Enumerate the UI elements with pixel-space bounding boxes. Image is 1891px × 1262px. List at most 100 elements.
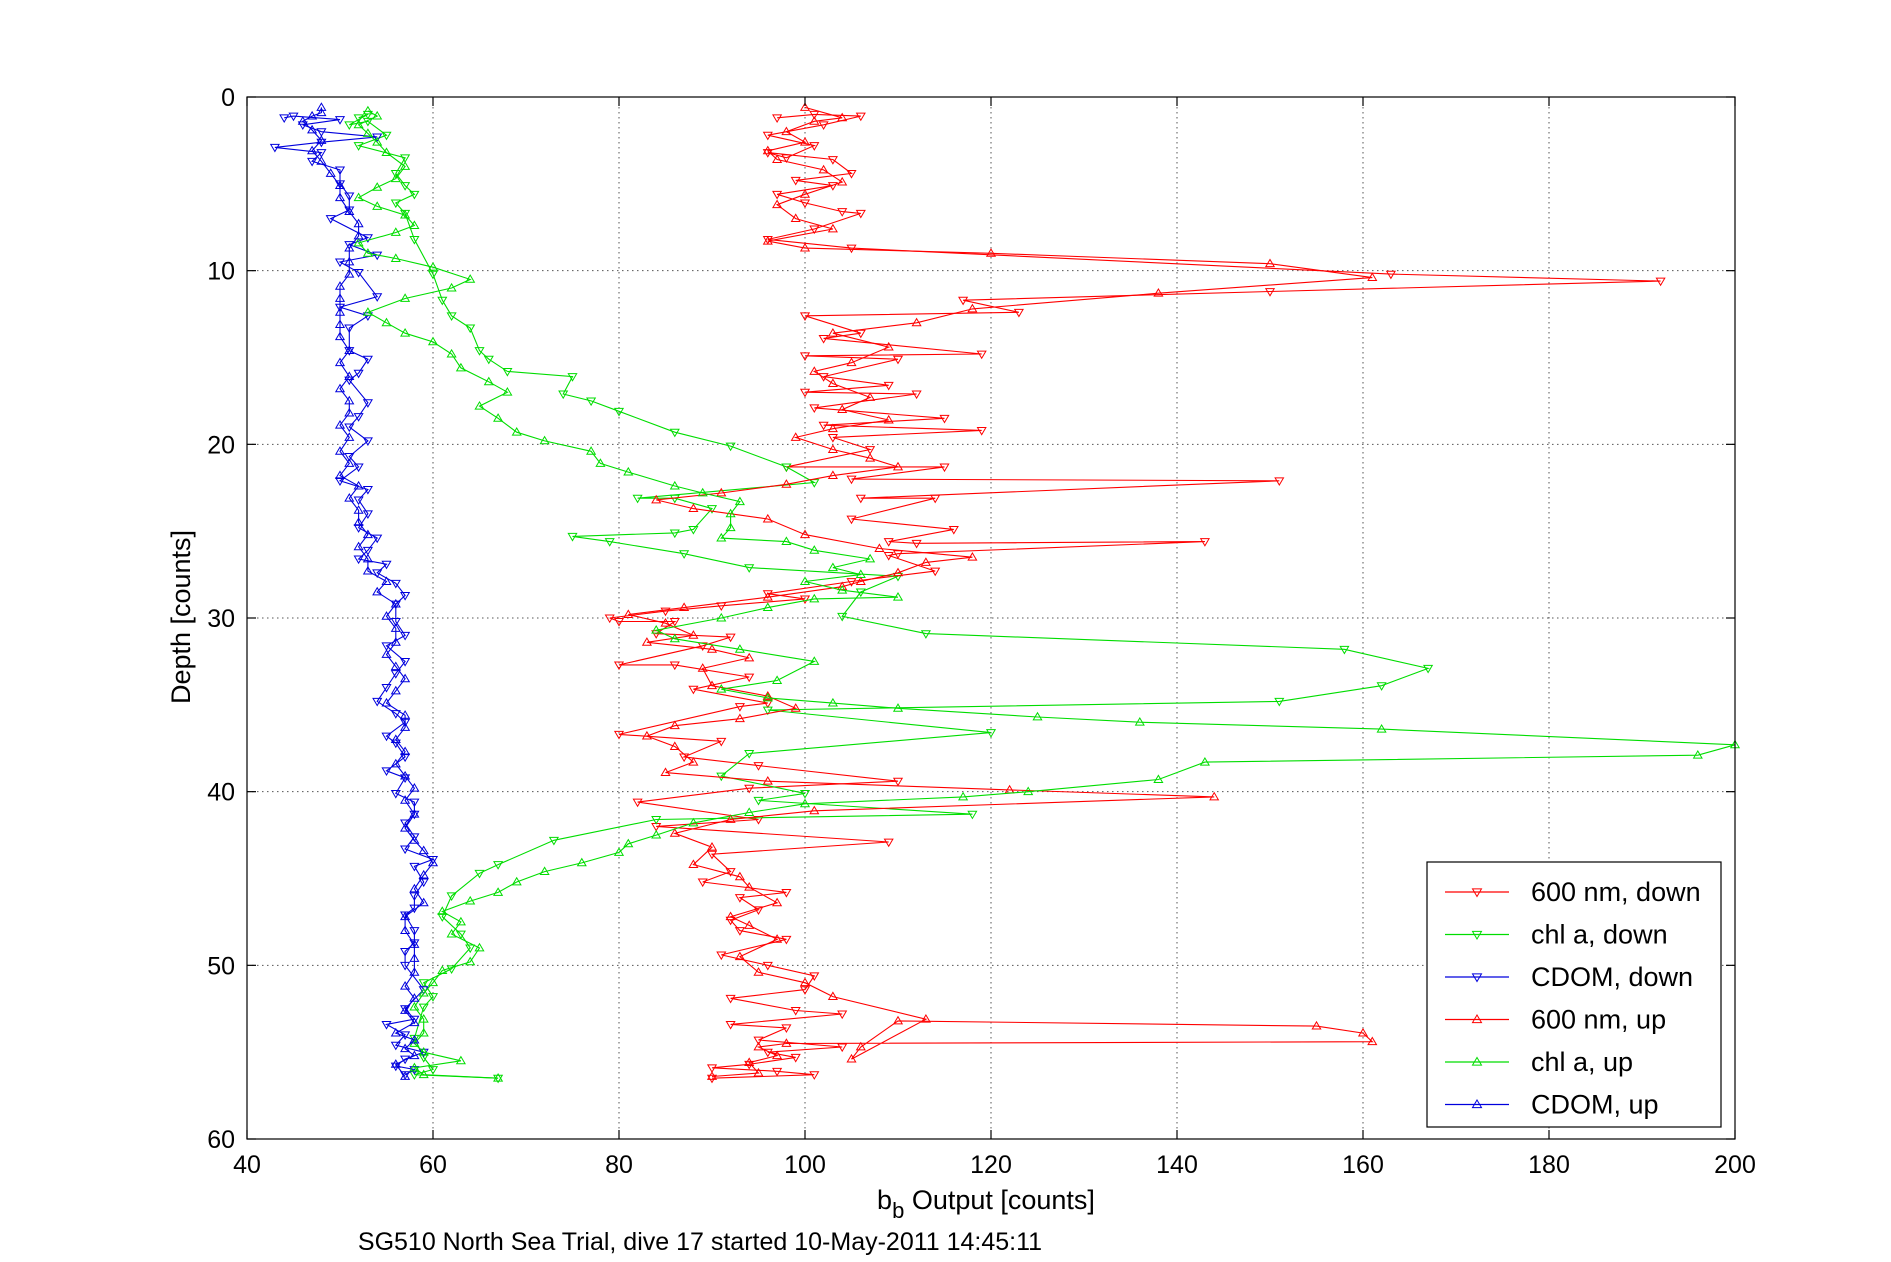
data-point [827,328,838,337]
y-tick-label: 10 [207,258,235,286]
data-point [948,525,959,535]
data-point [502,367,513,377]
data-point [939,463,950,473]
series-chl-a-up [353,105,1741,1082]
data-point [781,479,792,488]
data-point [669,661,680,671]
data-point [400,1043,411,1053]
data-point [427,993,439,1002]
data-point [837,585,848,594]
data-point [1032,711,1043,721]
data-point [846,1053,857,1063]
data-point [344,347,355,356]
data-point [790,176,801,186]
data-point [362,510,373,519]
data-point [418,987,429,997]
data-point [651,494,662,504]
data-point [362,437,373,447]
data-point [400,845,411,855]
data-point [362,553,373,563]
data-point [772,199,783,209]
data-point [390,598,401,608]
data-point [362,355,373,365]
data-point [427,1066,439,1075]
data-point [855,569,866,579]
data-point [344,206,355,216]
data-point [409,1066,420,1075]
data-point [353,268,364,278]
data-point [827,470,838,480]
legend-entry: chl a, up [1445,1047,1633,1077]
data-point [939,414,950,424]
data-point [334,331,346,341]
data-point [706,505,718,514]
data-point [809,116,820,125]
data-point [669,428,680,438]
data-point [669,618,680,627]
data-point [883,414,894,424]
data-point [734,703,745,712]
data-point [437,906,448,915]
data-point [353,480,364,490]
data-point [567,532,578,542]
series-line [301,107,434,1077]
data-point [344,423,355,433]
y-tick-label: 50 [207,952,235,980]
data-point [930,567,941,577]
data-point [381,147,392,157]
data-point [390,253,401,262]
data-point [1153,288,1164,297]
data-point [362,105,373,115]
data-point [390,710,401,719]
data-point [353,524,364,533]
data-point [1134,717,1145,726]
data-point [911,390,922,400]
data-point [716,487,727,497]
data-point [669,633,680,643]
data-point [809,110,820,120]
data-point [799,595,811,605]
data-point [985,248,997,257]
data-point [753,1041,764,1051]
data-point [400,961,411,971]
data-point [474,942,485,952]
data-point [307,110,318,120]
data-point [846,515,857,525]
data-point [837,1043,848,1053]
data-point [827,562,838,572]
data-point [390,169,401,179]
data-point [493,1074,504,1084]
data-point [781,935,792,945]
data-point [706,1064,718,1073]
data-point [827,991,838,1001]
data-point [390,670,401,679]
data-point [772,675,783,684]
data-point [511,426,522,436]
data-point [799,529,811,539]
data-point [725,633,736,643]
data-point [344,432,355,441]
data-point [818,373,829,382]
data-point [372,586,383,596]
data-point [390,685,401,695]
data-point [855,576,866,585]
data-point [660,607,671,617]
data-point [669,741,680,750]
data-point [846,244,857,254]
legend-label: CDOM, up [1531,1090,1659,1120]
data-point [809,593,820,603]
data-point [334,192,346,202]
data-point [734,496,745,506]
data-point [400,1071,411,1080]
data-point [372,182,383,191]
legend-entry: chl a, down [1445,920,1668,950]
data-point [762,690,773,700]
data-point [390,1059,401,1068]
data-point [716,737,727,747]
data-point [837,1010,848,1020]
data-point [772,154,783,163]
y-axis-label: Depth [counts] [166,530,196,704]
data-point [753,906,764,915]
data-point [409,1001,420,1011]
data-point [892,591,904,601]
